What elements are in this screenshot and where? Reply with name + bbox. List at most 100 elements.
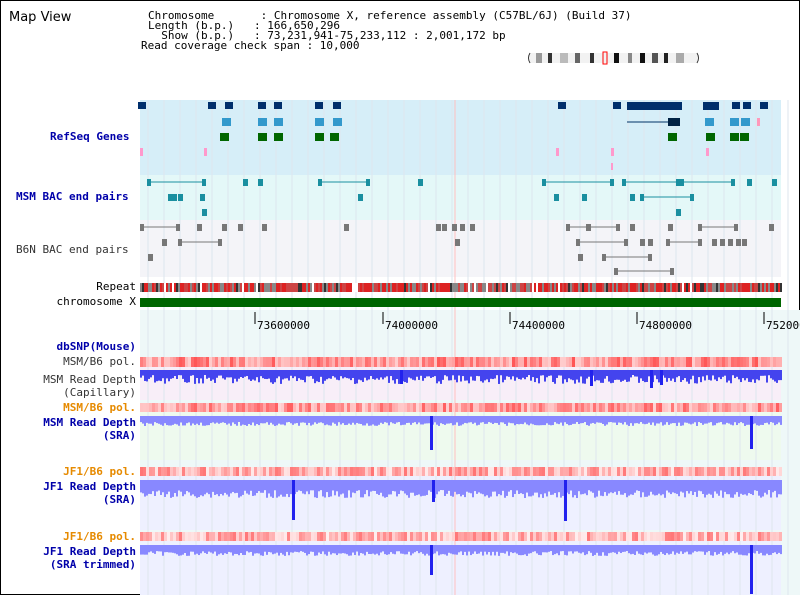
pol-segment — [287, 357, 290, 367]
pol-segment — [521, 357, 524, 367]
track-label-msm-b6-pol-2[interactable]: MSM/B6 pol. — [63, 401, 136, 414]
repeat-segment — [572, 283, 574, 292]
pol-segment — [644, 403, 647, 412]
pol-segment — [479, 532, 482, 541]
depth-bar — [488, 545, 490, 553]
track-label-jf1-b6-pol-2[interactable]: JF1/B6 pol. — [63, 530, 136, 543]
pol-segment — [683, 532, 686, 541]
depth-bar — [664, 416, 666, 425]
repeat-segment — [554, 283, 556, 292]
pol-segment — [713, 357, 716, 367]
repeat-segment — [492, 283, 494, 292]
depth-bar — [282, 480, 284, 497]
depth-bar — [166, 416, 168, 426]
track-label-msm-bac[interactable]: MSM BAC end pairs — [16, 190, 129, 203]
track-label-b6n-bac[interactable]: B6N BAC end pairs — [16, 243, 129, 256]
pol-segment — [770, 532, 773, 541]
depth-bar — [572, 416, 574, 424]
pol-segment — [398, 357, 401, 367]
depth-bar — [718, 416, 720, 423]
repeat-segment — [212, 283, 214, 292]
depth-bar — [756, 370, 758, 380]
depth-bar — [644, 480, 646, 497]
depth-bar — [492, 370, 494, 380]
pol-segment — [158, 467, 161, 476]
depth-bar — [284, 480, 286, 497]
depth-bar — [614, 480, 616, 492]
depth-bar — [600, 480, 602, 496]
depth-bar — [188, 370, 190, 383]
pol-segment — [287, 532, 290, 541]
pol-segment — [155, 532, 158, 541]
depth-bar — [360, 480, 362, 498]
repeat-segment — [370, 283, 372, 292]
depth-bar — [426, 370, 428, 377]
depth-bar — [770, 416, 772, 423]
b6n-bac-end — [262, 224, 267, 231]
pol-segment — [323, 357, 326, 367]
depth-bar — [776, 416, 778, 425]
track-label-refseq[interactable]: RefSeq Genes — [50, 130, 130, 143]
depth-bar — [728, 416, 730, 424]
repeat-segment — [550, 283, 552, 292]
track-label-msm-depth-sra[interactable]: MSM Read Depth — [43, 416, 136, 429]
pol-segment — [545, 357, 548, 367]
depth-bar — [706, 370, 708, 376]
pol-segment — [299, 532, 302, 541]
depth-bar — [410, 370, 412, 379]
depth-bar — [680, 480, 682, 492]
pol-segment — [236, 403, 239, 412]
depth-bar — [604, 370, 606, 379]
repeat-segment — [542, 283, 544, 292]
depth-bar — [362, 416, 364, 426]
depth-bar — [504, 370, 506, 380]
depth-bar — [214, 480, 216, 495]
depth-bar — [166, 545, 168, 553]
depth-bar — [586, 370, 588, 379]
depth-bar — [550, 545, 552, 552]
pol-segment — [263, 357, 266, 367]
depth-spike — [430, 545, 433, 575]
depth-bar — [280, 545, 282, 553]
pol-segment — [362, 357, 365, 367]
track-label-jf1-b6-pol-1[interactable]: JF1/B6 pol. — [63, 465, 136, 478]
track-label-jf1-depth-sra[interactable]: JF1 Read Depth — [43, 480, 136, 493]
depth-bar — [236, 545, 238, 554]
depth-bar — [454, 480, 456, 492]
track-label-repeat[interactable]: Repeat — [96, 280, 136, 293]
depth-bar — [678, 370, 680, 377]
depth-bar — [702, 416, 704, 425]
pol-segment — [359, 467, 362, 476]
depth-bar — [444, 545, 446, 555]
depth-bar — [280, 416, 282, 425]
pol-segment — [386, 403, 389, 412]
pol-segment — [569, 403, 572, 412]
track-label-jf1-depth-trimmed[interactable]: JF1 Read Depth — [43, 545, 136, 558]
pol-segment — [248, 467, 251, 476]
track-label-dbsnp[interactable]: dbSNP(Mouse) — [56, 340, 136, 353]
track-label-msm-depth-capillary[interactable]: MSM Read Depth — [43, 373, 136, 386]
depth-bar — [646, 545, 648, 554]
depth-bar — [496, 480, 498, 497]
pol-segment — [695, 467, 698, 476]
repeat-segment — [300, 283, 302, 292]
pol-segment — [299, 467, 302, 476]
pol-segment — [752, 357, 755, 367]
pol-segment — [386, 532, 389, 541]
depth-bar — [496, 545, 498, 552]
pol-segment — [569, 532, 572, 541]
track-label-chromosome[interactable]: chromosome X — [56, 295, 136, 308]
depth-bar — [300, 480, 302, 492]
track-label-msm-b6-pol-1[interactable]: MSM/B6 pol. — [63, 355, 136, 368]
pol-segment — [764, 467, 767, 476]
depth-bar — [190, 416, 192, 426]
depth-bar — [612, 416, 614, 423]
depth-bar — [332, 545, 334, 554]
depth-bar — [494, 416, 496, 423]
pol-segment — [428, 467, 431, 476]
depth-bar — [660, 545, 662, 552]
pol-segment — [281, 467, 284, 476]
pol-segment — [743, 357, 746, 367]
depth-bar — [408, 480, 410, 498]
